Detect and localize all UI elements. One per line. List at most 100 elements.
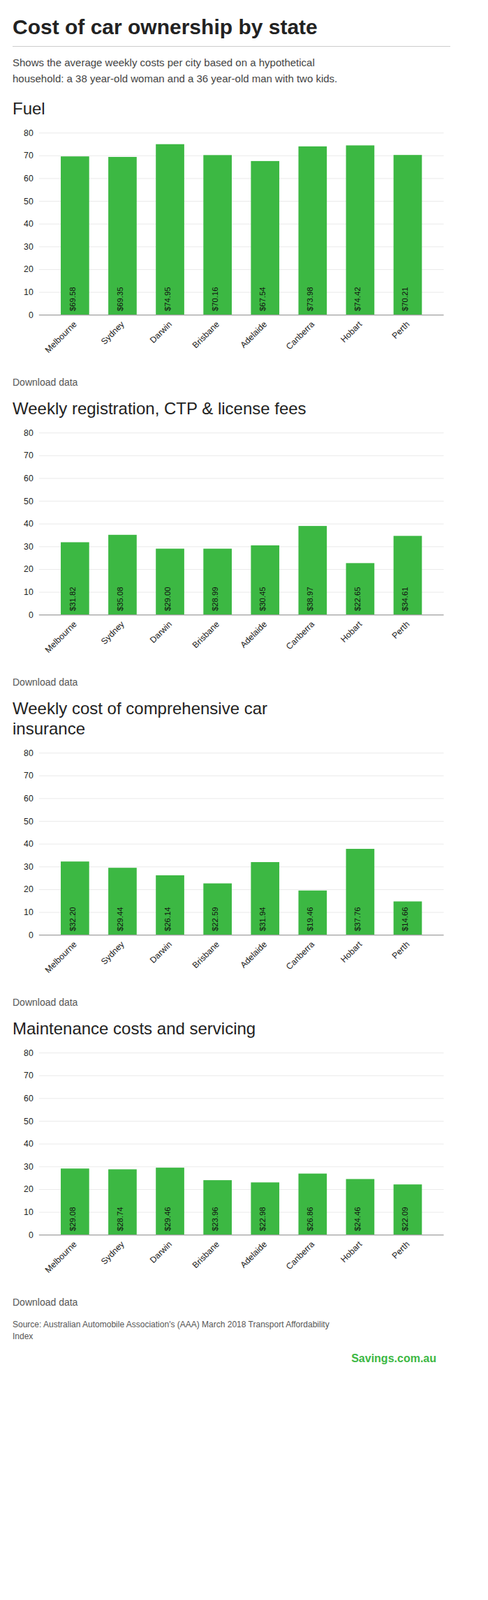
svg-text:Adelaide: Adelaide xyxy=(238,940,269,972)
svg-text:Perth: Perth xyxy=(390,319,412,342)
svg-text:$34.61: $34.61 xyxy=(400,587,410,612)
svg-text:Adelaide: Adelaide xyxy=(238,319,269,351)
svg-text:0: 0 xyxy=(28,931,34,942)
svg-text:$67.54: $67.54 xyxy=(258,286,267,312)
svg-text:10: 10 xyxy=(23,587,34,598)
svg-text:$74.42: $74.42 xyxy=(353,286,362,312)
svg-text:$31.82: $31.82 xyxy=(68,587,77,612)
svg-text:Hobart: Hobart xyxy=(338,619,364,645)
svg-text:10: 10 xyxy=(23,908,34,919)
svg-text:10: 10 xyxy=(23,287,34,298)
svg-text:Darwin: Darwin xyxy=(148,940,174,967)
svg-text:30: 30 xyxy=(23,1163,34,1173)
svg-text:$26.86: $26.86 xyxy=(305,1207,315,1233)
svg-text:20: 20 xyxy=(23,564,34,575)
svg-text:$74.95: $74.95 xyxy=(163,286,172,312)
svg-text:$70.16: $70.16 xyxy=(210,286,220,312)
svg-text:Sydney: Sydney xyxy=(99,1239,127,1268)
svg-text:Canberra: Canberra xyxy=(284,619,317,653)
svg-text:Sydney: Sydney xyxy=(99,939,127,967)
svg-text:80: 80 xyxy=(23,127,34,138)
svg-text:30: 30 xyxy=(23,862,34,873)
svg-text:10: 10 xyxy=(23,1208,34,1219)
svg-text:50: 50 xyxy=(23,496,34,507)
svg-text:20: 20 xyxy=(23,885,34,896)
svg-text:0: 0 xyxy=(28,309,34,320)
svg-text:$30.45: $30.45 xyxy=(258,587,267,612)
svg-text:Darwin: Darwin xyxy=(148,319,174,346)
svg-text:Hobart: Hobart xyxy=(338,1240,364,1266)
svg-text:80: 80 xyxy=(23,428,34,439)
svg-text:Melbourne: Melbourne xyxy=(43,619,79,656)
svg-text:$29.00: $29.00 xyxy=(163,587,172,612)
svg-text:$24.46: $24.46 xyxy=(353,1207,362,1233)
svg-text:Perth: Perth xyxy=(390,1240,412,1263)
svg-text:Canberra: Canberra xyxy=(284,940,317,973)
svg-text:30: 30 xyxy=(23,242,34,253)
svg-text:20: 20 xyxy=(23,1185,34,1196)
svg-text:50: 50 xyxy=(23,816,34,827)
svg-text:Brisbane: Brisbane xyxy=(190,1240,222,1272)
svg-text:$69.58: $69.58 xyxy=(68,286,77,312)
svg-text:40: 40 xyxy=(23,519,34,530)
svg-text:$14.66: $14.66 xyxy=(400,907,410,933)
svg-text:Adelaide: Adelaide xyxy=(238,619,269,651)
svg-text:Sydney: Sydney xyxy=(99,619,127,647)
svg-text:$37.76: $37.76 xyxy=(353,907,362,933)
svg-text:$28.99: $28.99 xyxy=(210,587,220,612)
svg-text:$29.46: $29.46 xyxy=(163,1207,172,1233)
svg-text:$38.97: $38.97 xyxy=(305,587,315,612)
svg-text:$23.96: $23.96 xyxy=(210,1207,220,1233)
svg-text:Melbourne: Melbourne xyxy=(43,940,79,976)
svg-text:30: 30 xyxy=(23,542,34,553)
svg-text:$22.65: $22.65 xyxy=(353,587,362,612)
svg-text:Darwin: Darwin xyxy=(148,619,174,646)
svg-text:$26.14: $26.14 xyxy=(163,907,172,933)
svg-text:60: 60 xyxy=(23,794,34,805)
svg-text:$22.09: $22.09 xyxy=(400,1207,410,1233)
svg-text:Sydney: Sydney xyxy=(99,319,127,347)
svg-text:50: 50 xyxy=(23,1117,34,1128)
svg-text:$29.08: $29.08 xyxy=(68,1207,77,1233)
svg-text:0: 0 xyxy=(28,610,34,621)
svg-text:Brisbane: Brisbane xyxy=(190,619,222,651)
svg-text:$69.35: $69.35 xyxy=(115,286,125,312)
svg-text:70: 70 xyxy=(23,150,34,161)
svg-text:40: 40 xyxy=(23,839,34,850)
svg-text:Hobart: Hobart xyxy=(338,319,364,345)
svg-text:Melbourne: Melbourne xyxy=(43,319,79,356)
svg-text:60: 60 xyxy=(23,173,34,184)
svg-text:Adelaide: Adelaide xyxy=(238,1240,269,1272)
svg-text:40: 40 xyxy=(23,219,34,229)
svg-text:70: 70 xyxy=(23,771,34,782)
svg-text:60: 60 xyxy=(23,474,34,484)
svg-text:$22.98: $22.98 xyxy=(258,1207,267,1233)
svg-text:Brisbane: Brisbane xyxy=(190,940,222,972)
svg-text:Darwin: Darwin xyxy=(148,1240,174,1267)
svg-text:$29.44: $29.44 xyxy=(115,907,125,933)
svg-text:$73.98: $73.98 xyxy=(305,286,315,312)
svg-text:50: 50 xyxy=(23,196,34,206)
svg-text:$70.21: $70.21 xyxy=(400,286,410,312)
svg-text:$22.59: $22.59 xyxy=(210,907,220,933)
svg-text:20: 20 xyxy=(23,264,34,275)
svg-text:70: 70 xyxy=(23,450,34,461)
svg-text:$19.46: $19.46 xyxy=(305,907,315,933)
svg-text:Melbourne: Melbourne xyxy=(43,1240,79,1277)
svg-text:80: 80 xyxy=(23,1049,34,1060)
svg-text:$28.74: $28.74 xyxy=(115,1207,125,1233)
svg-text:Canberra: Canberra xyxy=(284,319,317,352)
svg-text:$32.20: $32.20 xyxy=(68,907,77,933)
svg-text:0: 0 xyxy=(28,1231,34,1242)
svg-text:Perth: Perth xyxy=(390,940,412,963)
svg-text:$31.94: $31.94 xyxy=(258,907,267,933)
svg-text:Brisbane: Brisbane xyxy=(190,319,222,351)
svg-text:Canberra: Canberra xyxy=(284,1240,317,1273)
svg-text:Perth: Perth xyxy=(390,619,412,642)
svg-text:$35.08: $35.08 xyxy=(115,587,125,612)
svg-text:Hobart: Hobart xyxy=(338,939,364,965)
svg-text:60: 60 xyxy=(23,1094,34,1105)
svg-text:70: 70 xyxy=(23,1071,34,1082)
svg-text:40: 40 xyxy=(23,1140,34,1150)
svg-text:80: 80 xyxy=(23,749,34,759)
